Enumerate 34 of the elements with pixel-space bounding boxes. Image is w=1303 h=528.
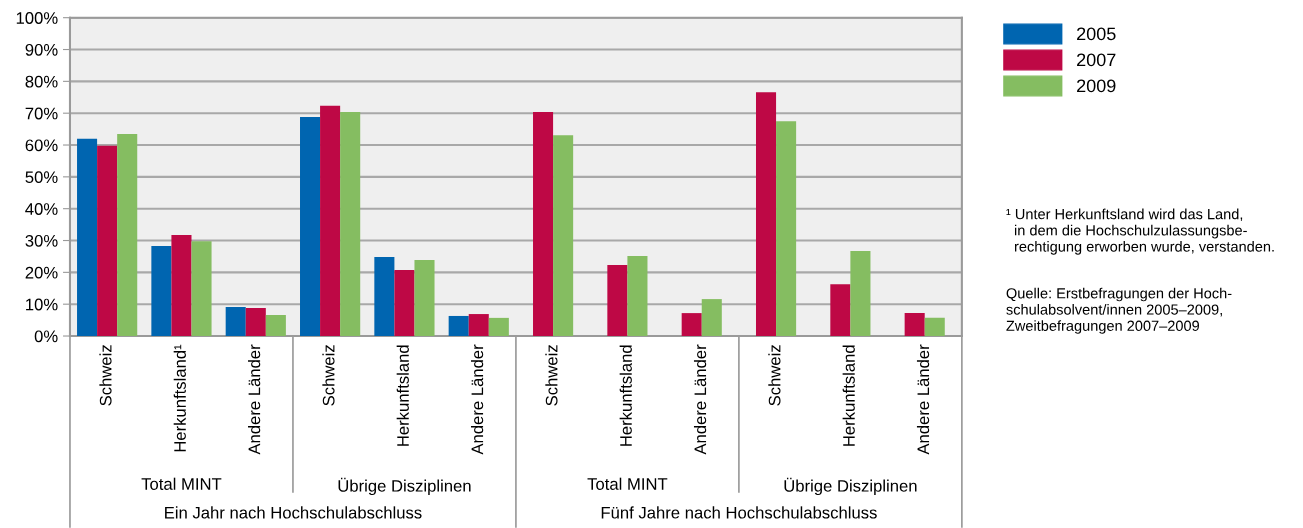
x-tick-label: Schweiz: [545, 345, 558, 406]
y-tick-label: 60%: [25, 139, 58, 152]
x-tick-label: Schweiz: [99, 345, 112, 406]
x-tick-label: Schweiz: [768, 345, 781, 406]
x-tick-label: Herkunftsland: [619, 345, 632, 446]
y-tick-label: 40%: [25, 203, 58, 215]
text: Total MINT: [141, 477, 222, 490]
y-tick-label: 10%: [26, 298, 58, 311]
legend-label: 2009: [1077, 79, 1116, 93]
y-tick-label: 30%: [25, 234, 58, 247]
x-tick-label: Herkunftsland: [842, 345, 855, 446]
x-tick-label: Herkunftsland: [396, 345, 409, 446]
legend-label: 2007: [1077, 53, 1116, 67]
text: Total MINT: [587, 477, 668, 490]
text: Übrige Disziplinen: [784, 477, 917, 496]
y-tick-label: 80%: [25, 75, 58, 88]
text: Ein Jahr nach Hochschulabschluss: [165, 506, 422, 519]
legend-label: 2005: [1077, 27, 1116, 41]
y-tick-label: 70%: [25, 107, 58, 120]
text: Fünf Jahre nach Hochschulabschluss: [601, 506, 877, 519]
text: ¹ Unter Herkunftsland wird das Land, in dem die Hochschulzulassungsbe- rechtigung erworben wurde, verstanden.: [1006, 208, 1274, 255]
x-tick-label: Andere Länder: [693, 344, 707, 455]
x-tick-label: Andere Länder: [470, 344, 484, 455]
y-tick-label: 90%: [25, 43, 58, 56]
y-tick-label: 0%: [34, 330, 58, 343]
y-tick-label: 100%: [16, 12, 58, 24]
x-tick-label: Andere Länder: [248, 344, 261, 455]
y-tick-label: 50%: [25, 171, 58, 184]
text: Übrige Disziplinen: [338, 477, 471, 496]
source-note: Quelle: Erstbefragungen der Hoch- schulabsolvent/innen 2005–2009, Zweitbefragungen 2007–2009: [1006, 287, 1232, 334]
x-tick-label: Andere Länder: [916, 344, 930, 455]
x-tick-label: Schweiz: [322, 345, 335, 406]
x-tick-label: Herkunftsland¹: [173, 344, 186, 452]
y-tick-label: 20%: [25, 266, 58, 279]
